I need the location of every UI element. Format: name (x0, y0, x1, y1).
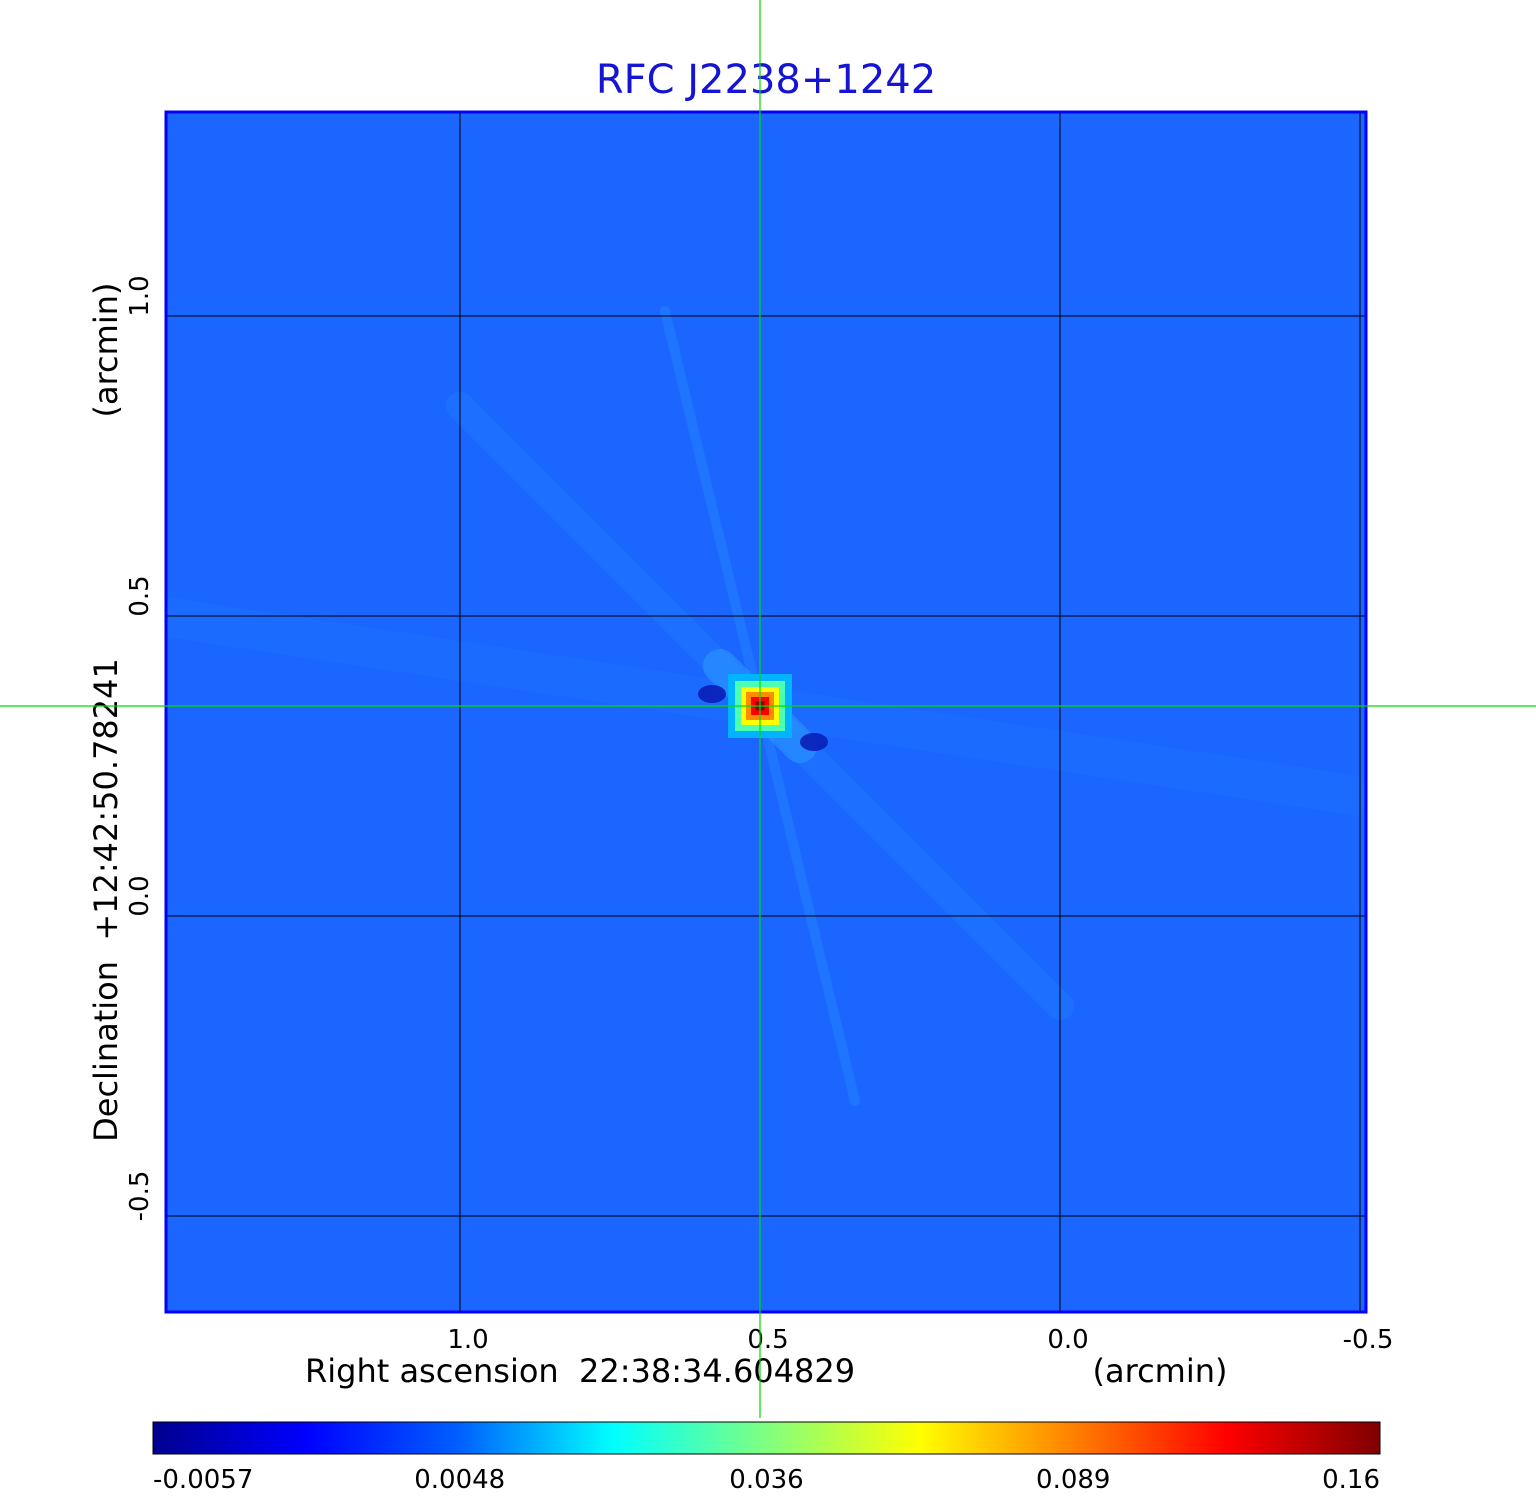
colorbar: -0.0057 0.0048 0.036 0.089 0.16 (152, 1421, 1381, 1495)
negative-sidelobe (800, 733, 828, 751)
colorbar-tick-label: 0.0048 (414, 1465, 505, 1495)
colorbar-tick-label: 0.16 (1322, 1465, 1380, 1495)
crosshair (0, 0, 1536, 1418)
y-tick-label: 0.0 (125, 875, 155, 916)
colorbar-tick-label: -0.0057 (153, 1465, 253, 1495)
y-tick-label: -0.5 (125, 1171, 155, 1222)
colorbar-gradient (152, 1421, 1381, 1455)
colorbar-tick-label: 0.089 (1036, 1465, 1110, 1495)
x-axis-label: Right ascension 22:38:34.604829 (305, 1352, 855, 1390)
y-axis-unit: (arcmin) (87, 283, 125, 418)
plot-frame (164, 110, 1368, 1314)
y-tick-labels: 1.0 0.5 0.0 -0.5 (125, 275, 155, 1221)
x-tick-label: 1.0 (447, 1325, 488, 1355)
y-tick-label: 1.0 (125, 275, 155, 316)
x-tick-label: -0.5 (1343, 1325, 1394, 1355)
negative-sidelobe (698, 685, 726, 703)
x-tick-label: 0.5 (747, 1325, 788, 1355)
chart-title: RFC J2238+1242 (596, 57, 936, 103)
colorbar-tick-label: 0.036 (729, 1465, 803, 1495)
y-tick-label: 0.5 (125, 575, 155, 616)
x-axis-unit: (arcmin) (1093, 1352, 1228, 1390)
y-axis-label: Declination +12:42:50.78241 (87, 658, 125, 1142)
map-area (164, 110, 1368, 1314)
x-tick-labels: 1.0 0.5 0.0 -0.5 (447, 1325, 1393, 1355)
colorbar-tick-labels: -0.0057 0.0048 0.036 0.089 0.16 (153, 1465, 1380, 1495)
x-tick-label: 0.0 (1047, 1325, 1088, 1355)
